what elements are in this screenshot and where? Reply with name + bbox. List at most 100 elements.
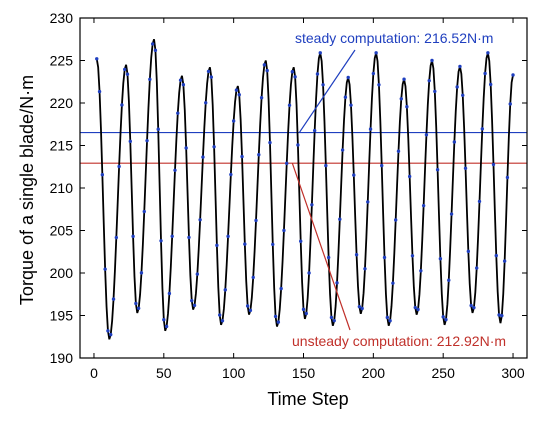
data-point [204, 101, 208, 105]
data-point [318, 51, 322, 55]
data-point [201, 155, 205, 159]
data-point [262, 63, 267, 67]
data-point [388, 319, 392, 323]
data-point [162, 318, 166, 322]
data-point [435, 168, 440, 172]
data-point [421, 203, 426, 208]
y-tick-label: 225 [50, 53, 74, 69]
data-point [413, 305, 417, 310]
unsteady-annotation-leader [291, 162, 351, 331]
data-point [268, 140, 272, 145]
data-point [461, 93, 465, 97]
data-point [111, 297, 116, 301]
data-point [310, 203, 314, 207]
data-point [494, 253, 498, 258]
data-point [293, 75, 297, 79]
data-point [419, 269, 423, 273]
data-point [491, 162, 496, 167]
data-point [192, 303, 197, 308]
data-point [449, 212, 454, 216]
data-point [114, 235, 119, 240]
data-point [173, 168, 177, 172]
data-point [178, 78, 183, 82]
data-point [360, 306, 364, 311]
data-point [441, 315, 445, 319]
data-point [321, 83, 325, 87]
data-point [212, 145, 216, 149]
data-point [271, 242, 275, 247]
data-point [475, 266, 479, 270]
y-tick-label: 230 [50, 10, 74, 26]
data-point [497, 313, 501, 317]
data-point [396, 149, 401, 153]
data-point [455, 85, 459, 89]
data-point [301, 307, 306, 312]
data-point [195, 272, 200, 276]
data-point [184, 146, 188, 150]
data-point [346, 75, 350, 80]
data-point [123, 67, 127, 72]
data-point [452, 140, 457, 144]
data-point [354, 253, 359, 257]
data-point [500, 313, 504, 318]
data-point [215, 243, 219, 248]
data-point [363, 267, 367, 271]
annotations-group: steady computation: 216.52N·m unsteady c… [291, 30, 506, 349]
data-point [385, 315, 390, 320]
data-point [368, 127, 373, 131]
data-point [511, 73, 515, 77]
data-point [332, 318, 336, 323]
data-point [340, 148, 345, 152]
data-point [273, 314, 278, 319]
data-point [198, 218, 202, 222]
x-tick-label: 250 [432, 365, 456, 381]
data-point [469, 303, 473, 308]
data-point [245, 304, 250, 308]
data-point [486, 51, 490, 55]
data-point [117, 164, 121, 169]
data-point [424, 133, 429, 137]
x-tick-label: 300 [501, 365, 525, 381]
data-point [237, 93, 241, 97]
data-point [299, 239, 303, 243]
data-point [380, 163, 384, 168]
series-group [95, 38, 515, 340]
data-point [259, 96, 264, 100]
x-axis-title: Time Step [267, 389, 348, 409]
data-point [285, 161, 289, 166]
data-point [223, 288, 227, 292]
data-point [181, 83, 186, 87]
data-point [128, 139, 132, 144]
data-point [472, 305, 476, 310]
data-point [139, 271, 144, 275]
data-point [366, 200, 370, 204]
axes-group: 0 50 100 150 200 250 300 190 195 200 205 210 215 220 2… [50, 10, 528, 381]
data-point [187, 235, 191, 240]
unsteady-annotation-label: unsteady computation: 212.92N·m [292, 333, 506, 349]
data-point [209, 75, 214, 79]
data-point [296, 143, 300, 147]
y-tick-label: 215 [50, 138, 74, 154]
data-point [265, 68, 269, 73]
y-tick-label: 200 [50, 265, 74, 281]
data-point [329, 315, 334, 320]
data-point [257, 152, 261, 157]
data-point [150, 42, 155, 46]
data-point [276, 320, 281, 324]
data-point [145, 138, 149, 143]
y-tick-label: 205 [50, 223, 74, 239]
data-point [416, 307, 420, 312]
data-point [377, 83, 381, 87]
x-tick-label: 100 [222, 365, 246, 381]
data-point [120, 103, 124, 107]
data-point [134, 301, 138, 306]
data-point [153, 48, 158, 53]
data-point [148, 77, 152, 82]
torque-series-line [95, 38, 514, 340]
data-point [438, 257, 443, 261]
data-point [463, 166, 468, 170]
data-point [206, 69, 211, 74]
data-point [480, 127, 484, 131]
data-point [477, 199, 482, 204]
